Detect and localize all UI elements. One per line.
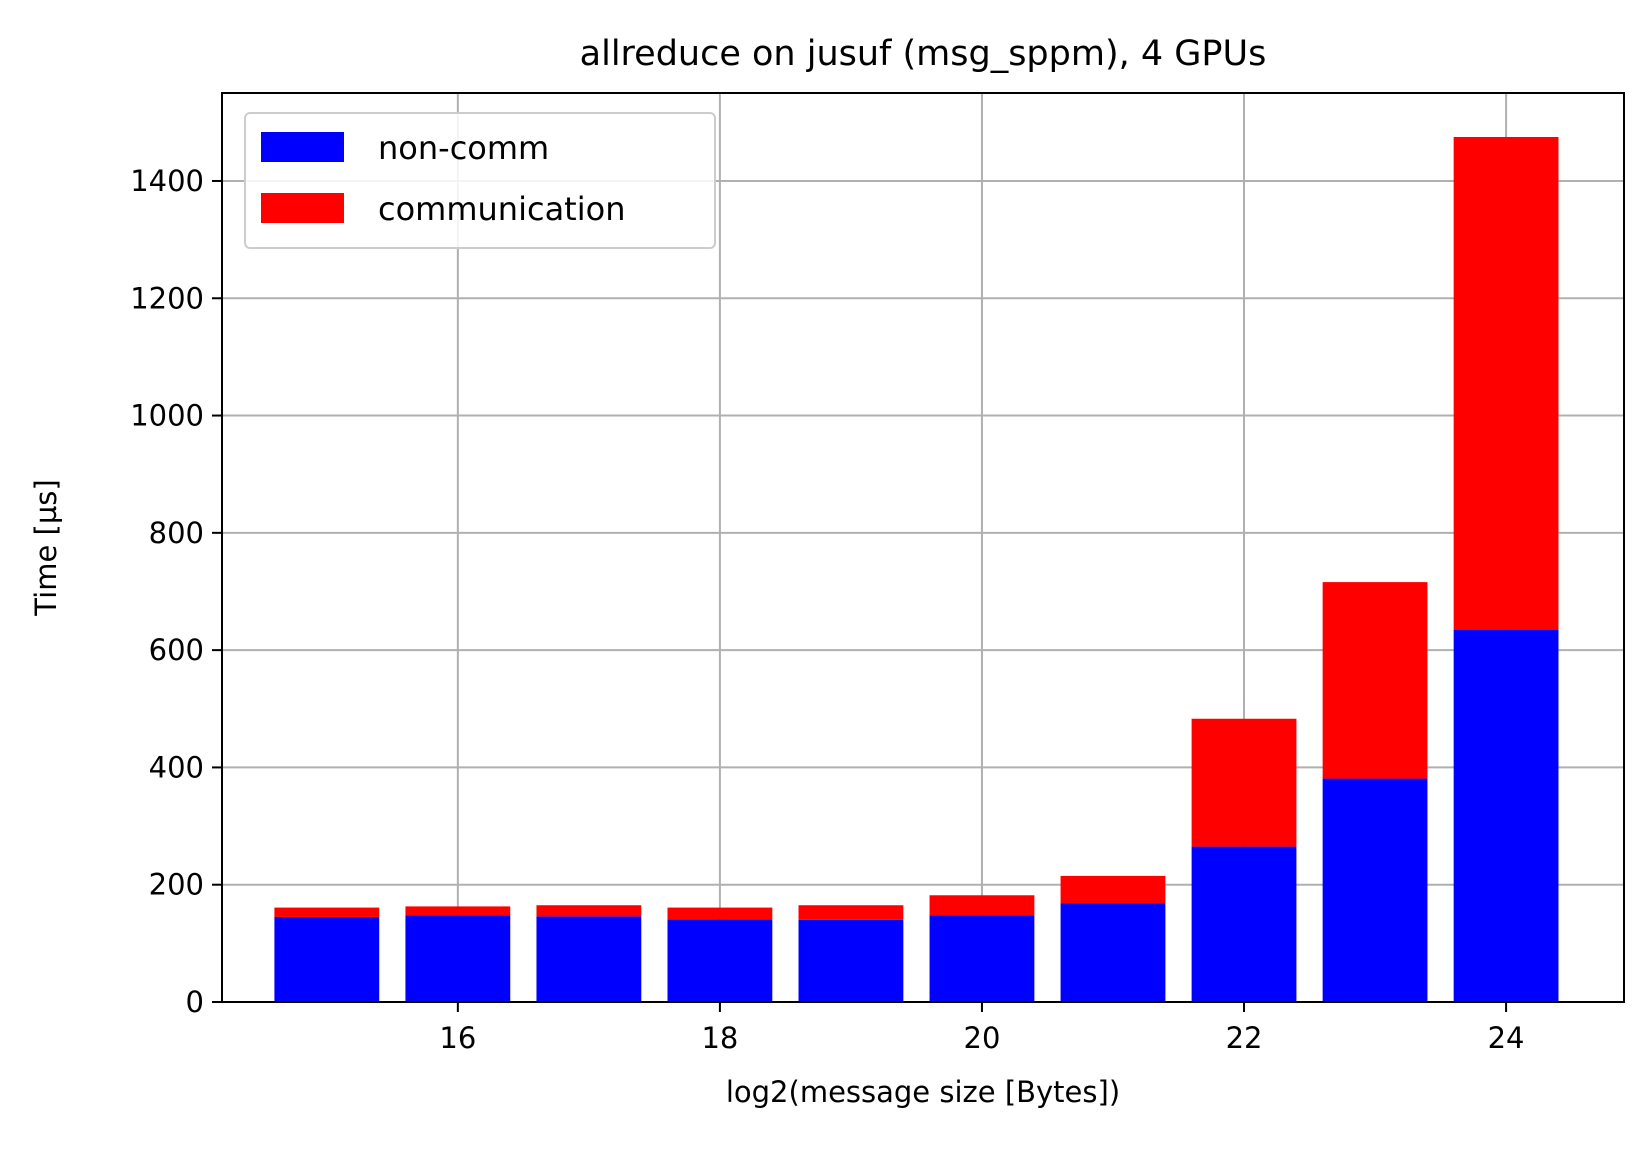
bar-non-comm: [667, 919, 773, 1002]
y-tick-label: 0: [186, 985, 204, 1019]
bar-non-comm: [274, 916, 380, 1002]
legend-box: [244, 112, 716, 249]
x-tick-label: 16: [439, 1021, 476, 1055]
bar-communication: [536, 905, 642, 917]
y-tick-label: 1400: [130, 164, 204, 198]
bar-communication: [798, 905, 904, 920]
y-tick-label: 600: [149, 633, 204, 667]
bar-communication: [667, 907, 773, 920]
x-tick-label: 20: [964, 1021, 1001, 1055]
bars: [274, 136, 1559, 1002]
grid-lines: [222, 93, 1624, 1003]
legend-label-non-comm: non-comm: [378, 129, 549, 167]
y-tick-label: 1000: [130, 399, 204, 433]
bar-non-comm: [405, 915, 511, 1002]
y-axis-title: Time [µs]: [29, 479, 63, 616]
bar-communication: [405, 906, 511, 916]
x-axis-title: log2(message size [Bytes]): [726, 1075, 1120, 1109]
bar-communication: [1060, 875, 1166, 904]
x-tick-label: 18: [701, 1021, 738, 1055]
y-tick-label: 200: [149, 868, 204, 902]
bar-non-comm: [1453, 629, 1559, 1002]
bar-communication: [274, 907, 380, 917]
axis-ticks: 16 18 20 22 24 0 200 400 600 800 1000 1200 1400: [130, 164, 1524, 1055]
bar-communication: [1453, 136, 1559, 630]
y-tick-label: 400: [149, 750, 204, 784]
bar-non-comm: [1060, 903, 1166, 1002]
legend-label-communication: communication: [378, 190, 625, 228]
bar-communication: [1322, 582, 1428, 779]
x-tick-label: 22: [1226, 1021, 1263, 1055]
y-tick-label: 800: [149, 516, 204, 550]
y-tick-label: 1200: [130, 281, 204, 315]
plot-area-frame: [221, 92, 1625, 1003]
bar-communication: [1191, 718, 1297, 847]
chart-title: allreduce on jusuf (msg_sppm), 4 GPUs: [580, 34, 1267, 74]
bar-non-comm: [929, 915, 1035, 1002]
legend-swatch-communication: [261, 193, 344, 223]
legend-swatch-non-comm: [261, 132, 344, 162]
bar-non-comm: [536, 916, 642, 1002]
bar-non-comm: [1191, 846, 1297, 1002]
bar-non-comm: [798, 919, 904, 1002]
bar-non-comm: [1322, 778, 1428, 1002]
bar-communication: [929, 895, 1035, 916]
x-tick-label: 24: [1488, 1021, 1525, 1055]
legend: non-comm communication: [244, 112, 716, 249]
